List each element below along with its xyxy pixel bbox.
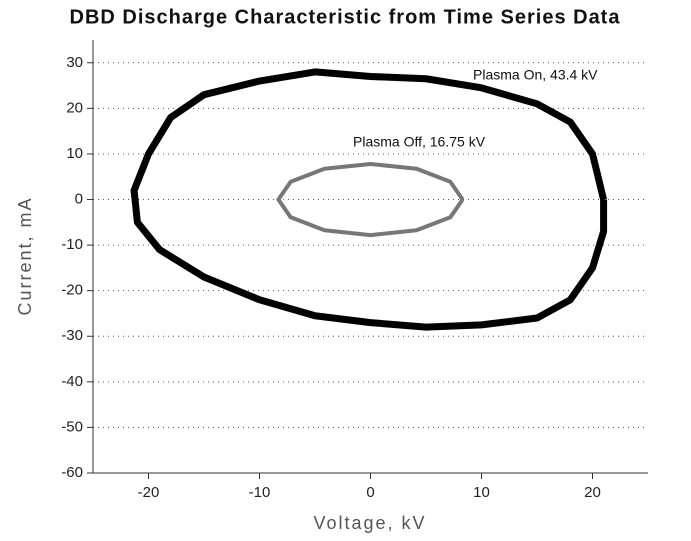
y-tick-label: -30 bbox=[61, 327, 83, 344]
y-tick-label: -20 bbox=[61, 282, 83, 299]
x-tick-label: -20 bbox=[138, 484, 160, 501]
series-annotation: Plasma On, 43.4 kV bbox=[473, 67, 598, 83]
y-tick-label: 10 bbox=[66, 145, 83, 162]
series-line bbox=[130, 68, 608, 331]
x-tick-label: 20 bbox=[584, 484, 601, 501]
y-tick-label: 30 bbox=[66, 54, 83, 71]
y-tick-label: 0 bbox=[75, 190, 83, 207]
y-axis-label: Current, mA bbox=[15, 196, 35, 315]
x-tick-label: 10 bbox=[473, 484, 490, 501]
y-tick-label: -10 bbox=[61, 236, 83, 253]
x-tick-label: 0 bbox=[366, 484, 374, 501]
x-tick-label: -10 bbox=[249, 484, 271, 501]
y-tick-label: -40 bbox=[61, 373, 83, 390]
chart-title: DBD Discharge Characteristic from Time S… bbox=[70, 6, 621, 28]
y-tick-label: 20 bbox=[66, 99, 83, 116]
y-tick-label: -60 bbox=[61, 464, 83, 481]
y-tick-label: -50 bbox=[61, 418, 83, 435]
x-axis-label: Voltage, kV bbox=[313, 513, 426, 533]
series-line bbox=[276, 161, 465, 238]
series-annotation: Plasma Off, 16.75 kV bbox=[353, 134, 486, 150]
